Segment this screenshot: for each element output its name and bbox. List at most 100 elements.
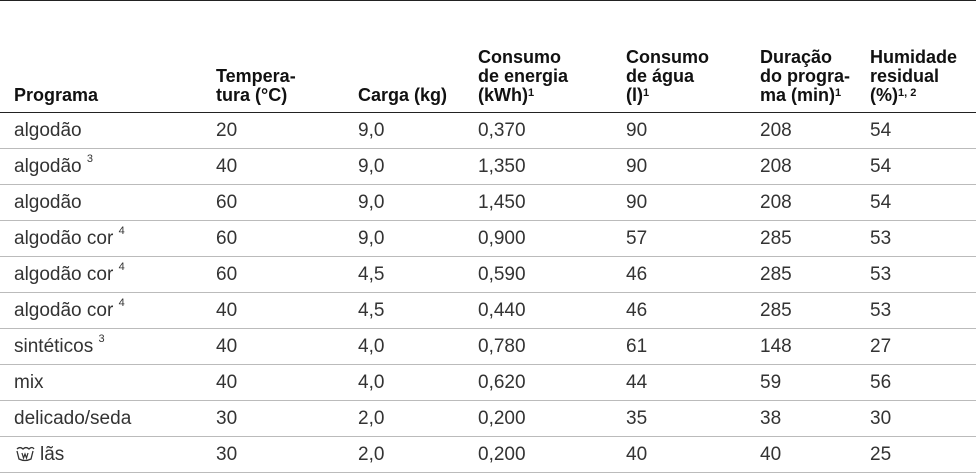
value-cell: 46 bbox=[626, 256, 760, 293]
value-cell: 1,450 bbox=[478, 184, 626, 221]
program-cell: algodão 3 bbox=[0, 148, 216, 185]
cell-text: 40 bbox=[216, 371, 238, 393]
header-row: Programa Tempera-tura (°C) Carga (kg) Consu… bbox=[0, 0, 976, 113]
header-text: Humidade bbox=[870, 47, 958, 67]
table-row: mix 40 4,0 0,620 44 59 56 bbox=[0, 364, 976, 401]
cell-text: 9,0 bbox=[358, 119, 385, 141]
header-cell: Carga (kg) bbox=[358, 0, 478, 113]
cell-text: 0,200 bbox=[478, 407, 526, 429]
table-row: algodão cor 4 60 9,0 0,900 57 285 53 bbox=[0, 220, 976, 257]
cell-text: 35 bbox=[626, 407, 648, 429]
value-cell: 2,0 bbox=[358, 436, 478, 473]
value-cell: 0,370 bbox=[478, 112, 626, 149]
program-name: algodão cor bbox=[14, 227, 114, 249]
cell-text: 2,0 bbox=[358, 407, 385, 429]
cell-text: 208 bbox=[760, 119, 792, 141]
value-cell: 0,900 bbox=[478, 220, 626, 257]
cell-text: 0,440 bbox=[478, 299, 526, 321]
header-text: Carga (kg) bbox=[358, 85, 448, 105]
program-cell: mix bbox=[0, 364, 216, 401]
value-cell: 56 bbox=[870, 364, 976, 401]
table-row: lãs 30 2,0 0,200 40 40 25 bbox=[0, 436, 976, 473]
cell-text: 0,900 bbox=[478, 227, 526, 249]
header-cell: Humidade residual (%)1, 2 bbox=[870, 0, 976, 113]
cell-text: 40 bbox=[216, 155, 238, 177]
program-cell: algodão cor 4 bbox=[0, 256, 216, 293]
cell-text: 0,200 bbox=[478, 443, 526, 465]
value-cell: 0,440 bbox=[478, 292, 626, 329]
value-cell: 208 bbox=[760, 112, 870, 149]
cell-text: 285 bbox=[760, 299, 792, 321]
value-cell: 54 bbox=[870, 112, 976, 149]
value-cell: 9,0 bbox=[358, 184, 478, 221]
cell-text: 148 bbox=[760, 335, 792, 357]
value-cell: 44 bbox=[626, 364, 760, 401]
cell-text: 59 bbox=[760, 371, 782, 393]
program-cell: sintéticos 3 bbox=[0, 328, 216, 365]
program-name: sintéticos bbox=[14, 335, 94, 357]
cell-text: 30 bbox=[870, 407, 892, 429]
program-cell: algodão bbox=[0, 184, 216, 221]
value-cell: 20 bbox=[216, 112, 358, 149]
footnote-mark: 1 bbox=[527, 87, 535, 99]
value-cell: 59 bbox=[760, 364, 870, 401]
header-text: ma (min) bbox=[760, 85, 836, 105]
cell-text: 57 bbox=[626, 227, 648, 249]
cell-text: 0,590 bbox=[478, 263, 526, 285]
program-name: delicado/seda bbox=[14, 407, 132, 429]
cell-text: 0,370 bbox=[478, 119, 526, 141]
header-text: de energia bbox=[478, 66, 569, 86]
value-cell: 90 bbox=[626, 112, 760, 149]
value-cell: 9,0 bbox=[358, 148, 478, 185]
program-cell: algodão bbox=[0, 112, 216, 149]
cell-text: 285 bbox=[760, 227, 792, 249]
value-cell: 53 bbox=[870, 256, 976, 293]
cell-text: 40 bbox=[216, 299, 238, 321]
table-row: sintéticos 3 40 4,0 0,780 61 148 27 bbox=[0, 328, 976, 365]
cell-text: 9,0 bbox=[358, 227, 385, 249]
value-cell: 60 bbox=[216, 220, 358, 257]
value-cell: 53 bbox=[870, 220, 976, 257]
cell-text: 1,350 bbox=[478, 155, 526, 177]
header-text: Duração bbox=[760, 47, 833, 67]
header-cell: Duração do progra-ma (min)1 bbox=[760, 0, 870, 113]
header-text: (kWh) bbox=[478, 85, 528, 105]
program-name: lãs bbox=[40, 443, 65, 465]
cell-text: 40 bbox=[626, 443, 648, 465]
program-name: algodão bbox=[14, 155, 82, 177]
cell-text: 2,0 bbox=[358, 443, 385, 465]
value-cell: 54 bbox=[870, 148, 976, 185]
cell-text: 4,0 bbox=[358, 335, 385, 357]
header-text: de água bbox=[626, 66, 695, 86]
value-cell: 4,0 bbox=[358, 328, 478, 365]
table-row: delicado/seda 30 2,0 0,200 35 38 30 bbox=[0, 400, 976, 437]
value-cell: 40 bbox=[216, 148, 358, 185]
value-cell: 90 bbox=[626, 184, 760, 221]
table-row: algodão cor 4 40 4,5 0,440 46 285 53 bbox=[0, 292, 976, 329]
cell-text: 30 bbox=[216, 443, 238, 465]
cell-text: 60 bbox=[216, 263, 238, 285]
cell-text: 1,450 bbox=[478, 191, 526, 213]
program-cell: lãs bbox=[0, 436, 216, 473]
header-text: (l) bbox=[626, 85, 643, 105]
cell-text: 9,0 bbox=[358, 155, 385, 177]
program-name: algodão bbox=[14, 119, 82, 141]
cell-text: 90 bbox=[626, 155, 648, 177]
value-cell: 4,5 bbox=[358, 256, 478, 293]
footnote-mark: 4 bbox=[118, 260, 125, 273]
header-cell: Tempera-tura (°C) bbox=[216, 0, 358, 113]
footnote-mark: 4 bbox=[118, 296, 125, 309]
value-cell: 208 bbox=[760, 184, 870, 221]
header-text: Consumo bbox=[478, 47, 561, 67]
table-row: algodão 3 40 9,0 1,350 90 208 54 bbox=[0, 148, 976, 185]
value-cell: 0,200 bbox=[478, 436, 626, 473]
cell-text: 90 bbox=[626, 119, 648, 141]
footnote-mark: 1 bbox=[643, 87, 650, 99]
cell-text: 54 bbox=[870, 119, 892, 141]
cell-text: 60 bbox=[216, 191, 238, 213]
value-cell: 40 bbox=[626, 436, 760, 473]
value-cell: 208 bbox=[760, 148, 870, 185]
value-cell: 285 bbox=[760, 220, 870, 257]
program-cell: algodão cor 4 bbox=[0, 220, 216, 257]
